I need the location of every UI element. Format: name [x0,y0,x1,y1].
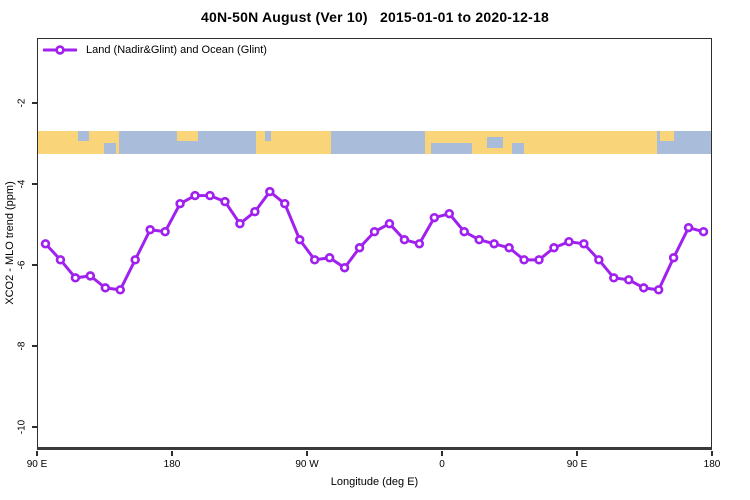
x-tick-label: 180 [163,459,181,470]
data-point-marker [683,222,694,233]
data-point-marker [354,243,365,253]
map-band-ocean-segment [431,143,472,154]
map-band-land-segment [256,131,332,154]
y-tick-mark [32,264,37,266]
data-point-marker [339,263,350,273]
map-band-ocean-segment [103,143,116,154]
x-tick-mark [441,451,443,456]
data-point-marker [85,271,96,281]
data-point-marker [609,273,619,283]
y-tick-label: -10 [16,419,28,435]
data-point-marker [519,255,529,265]
x-tick-mark [306,451,308,456]
data-point-marker [429,212,440,223]
y-tick-label: -8 [16,341,28,351]
y-tick-mark [32,102,37,104]
data-point-marker [205,190,215,201]
y-tick-label: -2 [16,98,28,108]
data-point-marker [638,283,649,293]
chart-title: 40N-50N August (Ver 10) 2015-01-01 to 20… [201,9,549,25]
data-series-line [43,190,706,292]
data-point-marker [668,253,679,263]
data-point-marker [70,273,81,283]
data-point-marker [504,243,514,253]
data-point-marker [384,218,395,229]
plot-area: Land (Nadir&Glint) and Ocean (Glint) [37,38,712,450]
data-point-marker [145,225,155,235]
data-point-marker [175,198,185,209]
data-point-marker [130,255,140,265]
legend: Land (Nadir&Glint) and Ocean (Glint) [43,44,267,56]
data-point-marker [250,207,260,217]
legend-line-marker-icon [43,45,77,55]
data-point-marker [534,255,544,265]
map-band-ocean-segment [118,131,257,154]
data-point-marker [624,275,634,285]
data-point-marker [309,255,320,265]
data-point-marker [579,239,589,249]
data-point-marker [444,208,455,219]
x-tick-mark [36,451,38,456]
y-tick-mark [32,183,37,185]
map-band-ocean-segment [512,143,525,154]
data-point-marker [474,235,484,245]
y-tick-label: -4 [16,179,28,189]
map-band-land-segment [425,131,658,154]
x-tick-label: 90 E [26,459,48,470]
x-tick-label: 90 E [566,459,588,470]
data-point-marker [489,239,499,249]
data-point-marker [459,227,469,237]
data-point-marker [55,255,66,265]
data-point-marker [414,239,425,249]
data-point-marker [294,235,305,245]
latitude-map-band [38,131,711,154]
data-point-marker [265,186,275,197]
data-point-marker [190,190,200,201]
data-point-marker [653,285,664,295]
data-point-marker [160,227,170,237]
data-point-marker [399,235,410,245]
data-point-marker [698,227,709,237]
x-tick-label: 90 W [295,459,319,470]
x-tick-label: 180 [703,459,721,470]
y-tick-label: -6 [16,260,28,270]
x-tick-mark [711,451,713,456]
map-band-land-segment [38,131,119,154]
legend-label: Land (Nadir&Glint) and Ocean (Glint) [86,44,267,56]
data-point-marker [235,218,245,229]
x-tick-mark [576,451,578,456]
map-band-land-segment [660,131,674,141]
data-point-marker [40,239,51,249]
data-point-marker [280,198,290,209]
x-axis-label: Longitude (deg E) [330,476,419,488]
y-tick-mark [32,345,37,347]
data-point-marker [594,255,604,265]
map-band-ocean-segment [486,137,504,148]
x-tick-mark [171,451,173,456]
data-point-marker [324,253,335,263]
y-tick-mark [32,426,37,428]
data-point-marker [549,243,559,253]
data-point-marker [369,227,380,237]
map-band-land-segment [177,131,199,141]
x-tick-label: 0 [439,459,445,470]
data-point-marker [115,285,125,295]
data-point-marker [100,283,111,293]
data-line-chart [40,186,709,295]
map-band-ocean-segment [331,131,426,154]
data-point-marker [564,237,574,247]
legend-marker [55,45,65,55]
map-band-ocean-segment [78,131,89,141]
data-point-marker [220,196,230,207]
map-band-ocean-segment [265,131,272,141]
y-axis-label: XCO2 - MLO trend (ppm) [4,181,16,305]
